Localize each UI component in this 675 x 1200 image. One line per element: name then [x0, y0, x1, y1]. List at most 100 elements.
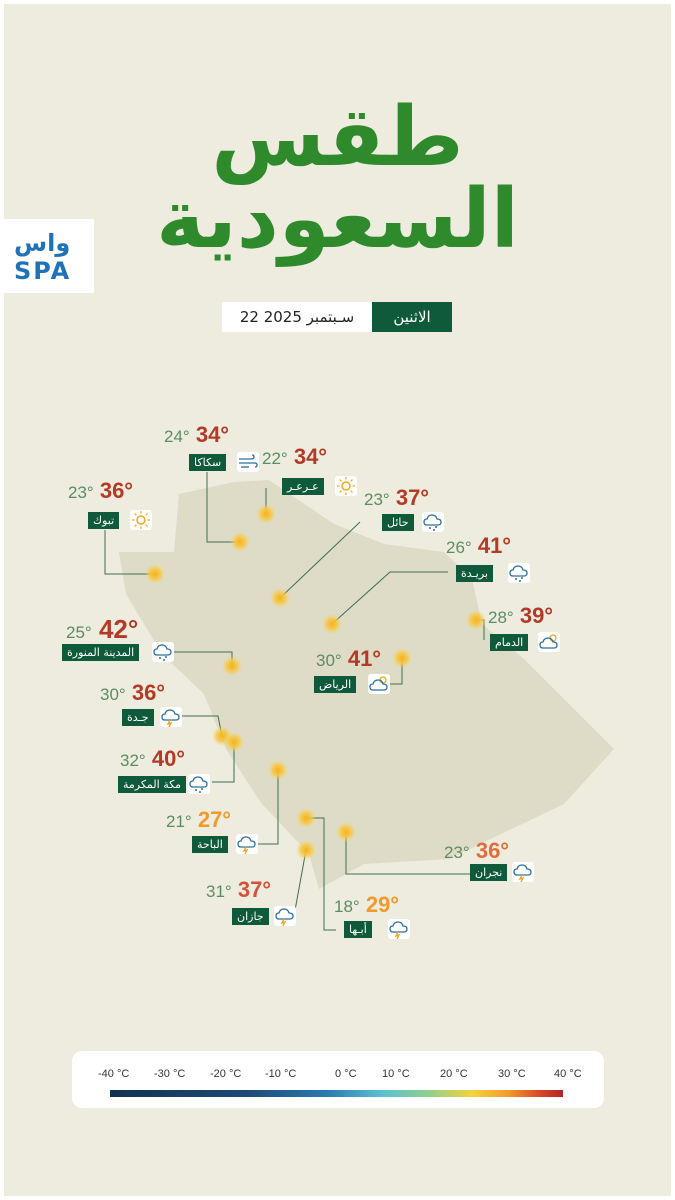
low-temp: 30° [100, 685, 126, 704]
high-temp: 41° [471, 533, 512, 558]
city-name-madinah: المدينة المنورة [62, 644, 140, 661]
leader-line-tabuk [104, 530, 155, 575]
legend-tick-label: -10 °C [265, 1068, 297, 1080]
high-temp: 34° [287, 444, 328, 469]
low-temp: 25° [66, 623, 92, 642]
date-text: 22 سـبتمبر 2025 [222, 302, 372, 332]
low-temp: 30° [316, 651, 342, 670]
high-temp: 41° [341, 646, 382, 671]
low-temp: 22° [262, 449, 288, 468]
high-temp: 36° [469, 838, 510, 863]
legend-tick-label: 0 °C [335, 1068, 357, 1080]
high-temp: 27° [191, 807, 232, 832]
legend-tick-label: 10 °C [382, 1068, 410, 1080]
temps-riyadh: 30° 41° [316, 646, 381, 672]
temps-baha: 21° 27° [166, 807, 231, 833]
temps-tabuk: 23° 36° [68, 478, 133, 504]
thunder-cloud-icon [274, 906, 296, 927]
sun-cloud-icon [538, 632, 560, 652]
temps-jeddah: 30° 36° [100, 680, 165, 706]
city-name-jazan: جازان [232, 908, 269, 925]
city-name-tabuk: تبوك [88, 512, 120, 529]
temperature-legend: -40 °C -30 °C -20 °C -10 °C 0 °C 10 °C 20 °C 30… [72, 1051, 604, 1108]
low-temp: 31° [206, 882, 232, 901]
city-dot-abha [296, 808, 316, 828]
temps-makkah: 32° 40° [120, 746, 185, 772]
high-temp: 36° [125, 680, 166, 705]
legend-gradient-bar [110, 1090, 563, 1097]
temps-hail: 23° 37° [364, 485, 429, 511]
low-temp: 28° [488, 608, 514, 627]
day-name: الاثنين [372, 302, 452, 332]
city-name-abha: أبـها [344, 921, 372, 938]
legend-tick-label: -40 °C [98, 1068, 130, 1080]
logo-latin: SPA [14, 257, 72, 285]
low-temp: 32° [120, 751, 146, 770]
high-temp: 34° [189, 422, 230, 447]
city-name-buraidah: بريـدة [456, 565, 493, 582]
city-dot-dammam [466, 610, 486, 630]
city-dot-baha [268, 760, 288, 780]
city-dot-arar [256, 504, 276, 524]
city-name-arar: عـرعـر [282, 478, 324, 495]
legend-tick-label: -20 °C [210, 1068, 242, 1080]
legend-tick-label: 40 °C [554, 1068, 582, 1080]
high-temp: 36° [93, 478, 134, 503]
leader-line-buraidah [331, 571, 448, 625]
legend-tick-label: -30 °C [154, 1068, 186, 1080]
city-dots [145, 504, 486, 860]
map-layer [104, 472, 614, 931]
high-temp: 37° [389, 485, 430, 510]
city-dot-makkah [224, 732, 244, 752]
city-dot-madinah [222, 656, 242, 676]
city-dot-hail [270, 588, 290, 608]
low-temp: 21° [166, 812, 192, 831]
legend-tick-label: 30 °C [498, 1068, 526, 1080]
spa-logo: واس SPA [4, 219, 94, 293]
logo-arabic-mark: واس [14, 229, 71, 257]
city-dot-sakaka [230, 532, 250, 552]
high-temp: 39° [513, 603, 554, 628]
temps-abha: 18° 29° [334, 892, 399, 918]
low-temp: 23° [364, 490, 390, 509]
rain-cloud-icon [422, 512, 444, 532]
city-name-dammam: الدمام [490, 634, 529, 651]
temps-arar: 22° 34° [262, 444, 327, 470]
thunder-cloud-icon [388, 919, 410, 940]
temps-sakaka: 24° 34° [164, 422, 229, 448]
high-temp: 40° [145, 746, 186, 771]
low-temp: 23° [68, 483, 94, 502]
high-temp: 29° [359, 892, 400, 917]
city-dot-buraidah [322, 614, 342, 634]
high-temp: 42° [91, 614, 139, 644]
thunder-cloud-icon [160, 707, 182, 728]
rain-cloud-icon [188, 774, 210, 794]
sun-icon [130, 510, 152, 530]
city-name-makkah: مكة المكرمة [118, 776, 187, 793]
city-dot-riyadh [392, 648, 412, 668]
title-line-2: السعودية [156, 172, 519, 267]
title-line-1: طقس [211, 90, 464, 185]
leader-line-najran [345, 832, 472, 875]
sun-icon [335, 476, 357, 496]
temps-najran: 23° 36° [444, 838, 509, 864]
temps-jazan: 31° 37° [206, 877, 271, 903]
rain-cloud-icon [152, 642, 174, 662]
thunder-cloud-icon [236, 834, 258, 855]
temps-buraidah: 26° 41° [446, 533, 511, 559]
high-temp: 37° [231, 877, 272, 902]
low-temp: 23° [444, 843, 470, 862]
city-name-baha: الباحة [192, 836, 228, 853]
legend-tick-label: 20 °C [440, 1068, 468, 1080]
city-name-hail: حائل [382, 514, 414, 531]
city-dot-tabuk [145, 564, 165, 584]
sun-cloud-icon [368, 674, 390, 694]
city-name-najran: نجران [470, 864, 508, 881]
temps-madinah: 25° 42° [66, 614, 138, 645]
saudi-map-shape [119, 480, 614, 889]
wind-icon [237, 452, 259, 472]
low-temp: 26° [446, 538, 472, 557]
city-name-riyadh: الرياض [314, 676, 357, 693]
leader-line-sakaka [206, 472, 240, 543]
city-name-jeddah: جـدة [122, 709, 154, 726]
